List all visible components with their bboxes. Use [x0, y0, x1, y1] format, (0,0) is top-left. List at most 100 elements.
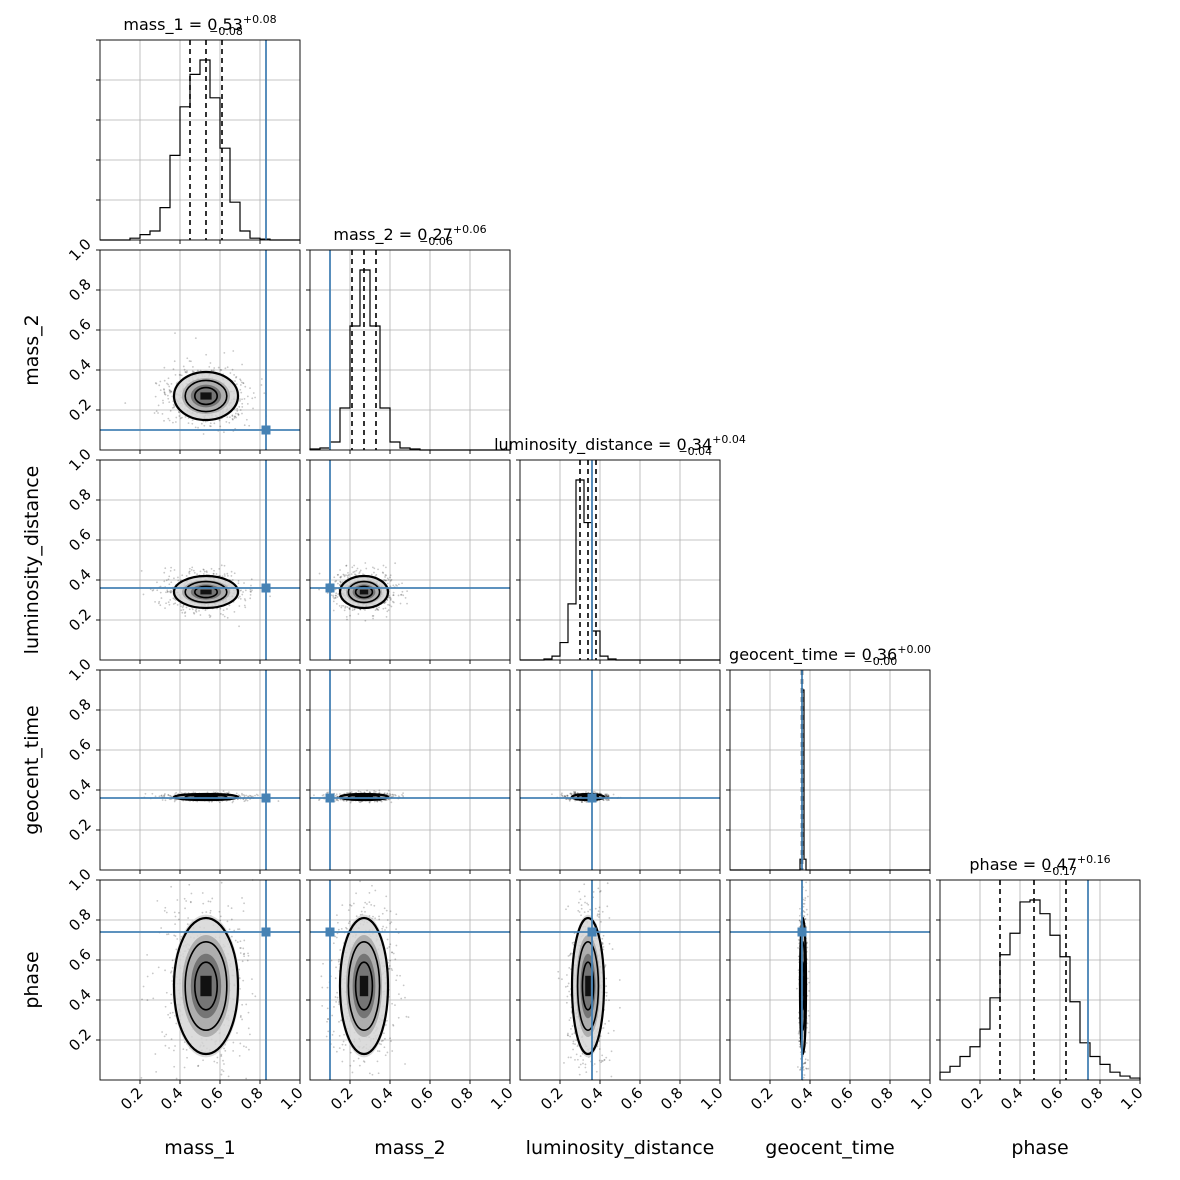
histogram-luminosity_distance: [520, 479, 720, 661]
scatter-point: [173, 911, 176, 914]
y-tick-label: 1.0: [65, 445, 95, 475]
scatter-point: [390, 801, 393, 804]
scatter-point: [202, 433, 205, 435]
scatter-point: [388, 604, 391, 607]
scatter-point: [563, 795, 566, 797]
scatter-point: [227, 905, 230, 907]
scatter-point: [249, 387, 251, 390]
scatter-point: [163, 793, 166, 795]
scatter-point: [195, 608, 198, 611]
scatter-point: [612, 793, 615, 796]
density-peak: [200, 392, 212, 400]
scatter-point: [551, 793, 553, 796]
scatter-point: [392, 594, 395, 597]
scatter-point: [332, 594, 334, 597]
scatter-point: [343, 799, 345, 802]
scatter-point: [216, 1061, 219, 1064]
contour-2: [347, 580, 381, 604]
scatter-point: [158, 384, 161, 387]
scatter-point: [196, 573, 199, 576]
scatter-point: [568, 798, 571, 801]
scatter-point: [185, 606, 188, 609]
scatter-point: [402, 795, 404, 797]
contour-3: [338, 792, 390, 802]
scatter-point: [239, 384, 242, 386]
scatter-point: [239, 399, 241, 402]
scatter-point: [194, 337, 197, 340]
scatter-point: [190, 568, 193, 571]
scatter-point: [213, 569, 215, 572]
scatter-point: [172, 597, 175, 600]
scatter-point: [365, 567, 368, 570]
scatter-point: [209, 425, 212, 428]
y-axis-label-geocent_time: geocent_time: [21, 705, 43, 834]
panel-frame: [309, 249, 511, 451]
scatter-point: [146, 954, 149, 956]
scatter-point: [392, 594, 395, 597]
scatter-point: [347, 792, 350, 794]
scatter-point: [364, 562, 367, 564]
scatter-point: [373, 567, 376, 570]
scatter-point: [169, 795, 172, 797]
scatter-point: [167, 793, 170, 796]
panel-mass_1-vs-mass_1: mass_1 = 0.53+0.08 −0.08: [96, 13, 301, 244]
scatter-point: [229, 372, 232, 374]
scatter-point: [213, 1060, 216, 1063]
scatter-point: [386, 599, 389, 601]
scatter-point: [177, 579, 180, 582]
scatter-point: [369, 791, 371, 794]
scatter-point: [244, 385, 247, 388]
scatter-point: [357, 613, 360, 615]
scatter-point: [382, 572, 385, 574]
scatter-point: [231, 801, 234, 804]
scatter-point: [339, 583, 341, 586]
scatter-point: [169, 389, 172, 392]
scatter-point: [221, 575, 224, 578]
scatter-point: [605, 795, 608, 798]
scatter-point: [169, 591, 172, 594]
scatter-point: [154, 395, 157, 398]
scatter-point: [384, 601, 387, 603]
scatter-point: [240, 391, 243, 394]
scatter-point: [346, 791, 348, 794]
scatter-point: [357, 790, 360, 792]
scatter-point: [161, 412, 164, 415]
scatter-point: [389, 596, 392, 599]
scatter-point: [353, 564, 356, 567]
scatter-point: [232, 1041, 235, 1044]
scatter-point: [144, 792, 147, 795]
scatter-point: [242, 947, 245, 950]
scatter-point: [238, 405, 241, 408]
scatter-point: [250, 590, 252, 593]
y-tick-label: 0.4: [65, 355, 95, 385]
scatter-point: [157, 404, 160, 407]
scatter-point: [245, 418, 248, 421]
scatter-point: [246, 402, 249, 405]
y-tick-label: 0.8: [65, 485, 95, 515]
scatter-point: [334, 597, 337, 599]
scatter-point: [335, 793, 338, 796]
scatter-point: [391, 600, 394, 603]
scatter-point: [239, 409, 242, 411]
scatter-point: [606, 795, 609, 798]
scatter-point: [337, 582, 339, 585]
scatter-point: [171, 966, 174, 969]
scatter-point: [202, 1059, 204, 1062]
scatter-point: [397, 795, 400, 798]
scatter-point: [160, 597, 163, 599]
scatter-point: [359, 790, 362, 793]
scatter-point: [243, 955, 246, 958]
histogram-mass_1: [100, 59, 300, 241]
truth-marker: [325, 793, 335, 803]
scatter-point: [334, 594, 337, 597]
scatter-point: [230, 575, 233, 577]
scatter-point: [345, 574, 347, 577]
scatter-point: [349, 614, 351, 617]
scatter-point: [353, 570, 356, 573]
scatter-point: [164, 799, 167, 802]
scatter-point: [225, 420, 228, 423]
scatter-point: [226, 616, 229, 619]
scatter-point: [231, 418, 234, 421]
scatter-point: [345, 615, 348, 618]
